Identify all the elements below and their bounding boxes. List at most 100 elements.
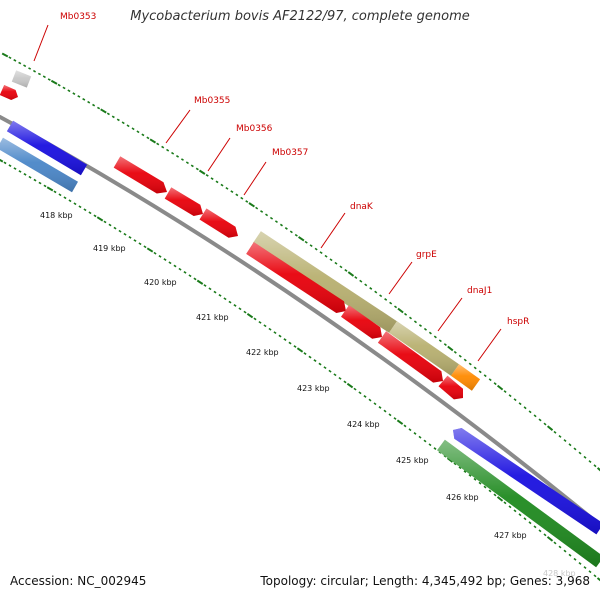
tick-mark [573, 557, 577, 561]
feature-red-lower-4-shading [438, 375, 463, 400]
tick-mark [473, 477, 477, 481]
tick-mark [42, 75, 46, 79]
tick-mark [463, 470, 467, 473]
tick-mark [378, 406, 382, 409]
tick-mark [113, 226, 117, 230]
scale-labels: 418 kbp 419 kbp 420 kbp 421 kbp 422 kbp … [40, 211, 576, 578]
tick-mark [546, 536, 554, 542]
tick-mark [528, 410, 532, 414]
tick-mark [308, 355, 312, 359]
tick-mark [245, 200, 249, 203]
tick-mark [123, 232, 127, 236]
tick-mark [203, 284, 207, 287]
tick-mark [453, 350, 457, 354]
tick-mark [97, 106, 101, 110]
tick-mark [258, 320, 262, 324]
gene-label-dnaj1[interactable]: dnaJ1 [467, 286, 492, 296]
tick-mark [503, 501, 507, 505]
tick-mark [413, 320, 417, 324]
tick-mark [488, 489, 492, 493]
tick-mark [384, 298, 388, 301]
tick-mark [393, 417, 397, 420]
tick-mark [383, 409, 387, 413]
tick-mark [438, 450, 442, 454]
tick-mark [346, 382, 354, 389]
tick-mark [28, 67, 32, 70]
tick-mark [32, 69, 37, 73]
tick-mark [156, 142, 160, 146]
gene-label-mb0353[interactable]: Mb0353 [60, 12, 96, 22]
feature-red-lower-3-shading [377, 331, 443, 383]
tick-mark [593, 464, 597, 468]
tick-mark [208, 287, 212, 291]
tick-mark [136, 130, 140, 134]
tick-mark [528, 521, 532, 525]
tick-mark [96, 216, 104, 222]
tick-mark [373, 402, 377, 406]
tick-mark [593, 574, 597, 578]
tick-mark [478, 481, 482, 485]
tick-mark [223, 297, 227, 301]
feature-mb0356-shading [164, 187, 203, 216]
tick-mark [408, 428, 412, 432]
tick-mark [538, 529, 542, 533]
tick-mark [568, 443, 572, 447]
tick-mark [92, 103, 96, 107]
tick-mark [543, 533, 547, 537]
tick-mark [573, 447, 577, 451]
tick-mark [128, 236, 132, 239]
tick-mark [397, 307, 404, 314]
label-line-mb0357 [243, 161, 267, 196]
tick-mark [274, 220, 278, 224]
feature-mb0353-shading [11, 70, 32, 88]
label-line-hspr [477, 328, 502, 362]
tick-mark [146, 136, 150, 140]
tick-mark [583, 566, 587, 570]
tick-mark [87, 100, 91, 104]
gene-label-mb0355[interactable]: Mb0355 [194, 96, 230, 106]
tick-track-inner [0, 158, 600, 582]
label-line-dnak [320, 212, 346, 249]
tick-mark [596, 467, 600, 472]
tick-mark [168, 261, 172, 265]
gene-label-grpe[interactable]: grpE [416, 250, 437, 260]
tick-mark [50, 79, 58, 85]
tick-mark [195, 167, 199, 171]
tick-mark [483, 485, 487, 489]
tick-mark [183, 271, 187, 274]
tick-mark [518, 513, 522, 517]
tick-mark [33, 178, 37, 182]
feature-mb0357-shading [199, 208, 238, 238]
tick-mark [338, 376, 342, 380]
tick-track-outer [1, 52, 600, 472]
tick-mark [93, 214, 97, 218]
tick-mark [347, 271, 355, 277]
tick-mark [77, 95, 81, 98]
tick-mark [496, 496, 504, 502]
tick-mark [523, 406, 527, 410]
tick-mark [508, 505, 512, 509]
tick-mark [255, 206, 259, 210]
gene-label-hspr[interactable]: hspR [507, 317, 529, 327]
tick-mark [359, 279, 363, 283]
tick-mark [423, 327, 427, 331]
feature-grpe-shading [389, 321, 459, 376]
gene-labels: Mb0353 Mb0355 Mb0356 Mb0357 dnaK grpE dn… [33, 12, 529, 362]
tick-mark [288, 341, 292, 345]
tick-mark [149, 138, 157, 144]
gene-label-mb0356[interactable]: Mb0356 [236, 124, 273, 134]
scale-label-424: 424 kbp [347, 420, 380, 429]
gene-label-dnak[interactable]: dnaK [350, 202, 374, 212]
scale-label-418: 418 kbp [40, 211, 73, 220]
tick-mark [313, 359, 317, 362]
gene-label-mb0357[interactable]: Mb0357 [272, 148, 308, 158]
tick-mark [533, 525, 537, 529]
tick-mark [488, 378, 492, 382]
feature-blue-right-shading [453, 428, 600, 535]
tick-mark [283, 338, 287, 341]
tick-mark [62, 86, 66, 90]
tick-mark [298, 236, 305, 242]
tick-mark [323, 366, 327, 370]
tick-mark [294, 233, 298, 237]
tick-mark [394, 305, 398, 309]
